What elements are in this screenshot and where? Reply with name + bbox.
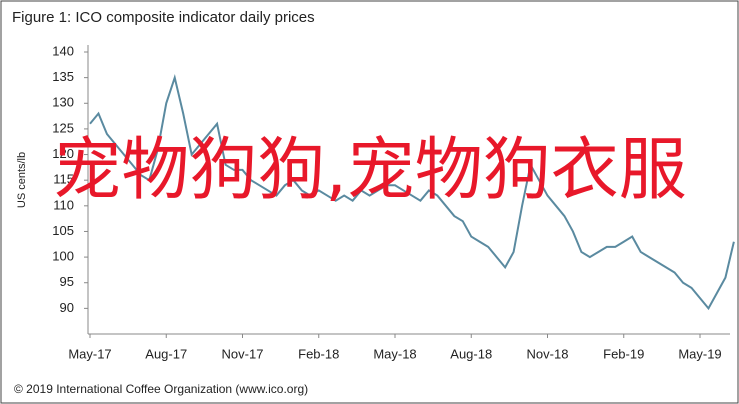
y-tick-label: 110 bbox=[53, 197, 74, 212]
x-tick-label: Aug-18 bbox=[450, 346, 492, 361]
x-tick-label: May-18 bbox=[373, 346, 416, 361]
price-line bbox=[89, 73, 735, 311]
y-tick-label: 140 bbox=[52, 43, 74, 58]
chart-title: Figure 1: ICO composite indicator daily … bbox=[12, 9, 315, 26]
y-tick-label: 125 bbox=[52, 120, 74, 135]
y-tick-label: 130 bbox=[52, 95, 74, 110]
footer: © 2019 International Coffee Organization… bbox=[14, 382, 308, 396]
x-tick-label: Feb-19 bbox=[603, 346, 644, 361]
x-tick-label: Aug-17 bbox=[145, 346, 187, 361]
y-tick-label: 105 bbox=[52, 223, 74, 238]
x-tick-label: Feb-18 bbox=[298, 346, 339, 361]
y-tick-label: 115 bbox=[53, 172, 74, 187]
y-axis-label: US cents/lb bbox=[16, 152, 28, 208]
y-tick-label: 135 bbox=[52, 69, 74, 84]
overlay-text: 宠物狗狗,宠物狗衣服 bbox=[53, 131, 687, 210]
x-tick-label: Nov-17 bbox=[222, 346, 264, 361]
y-tick-label: 95 bbox=[60, 274, 74, 289]
y-tick-label: 100 bbox=[52, 249, 74, 264]
x-tick-label: May-17 bbox=[68, 346, 111, 361]
y-tick-label: 90 bbox=[60, 300, 74, 315]
y-tick-label: 120 bbox=[52, 146, 74, 161]
x-tick-label: May-19 bbox=[678, 346, 721, 361]
x-tick-label: Nov-18 bbox=[527, 346, 569, 361]
